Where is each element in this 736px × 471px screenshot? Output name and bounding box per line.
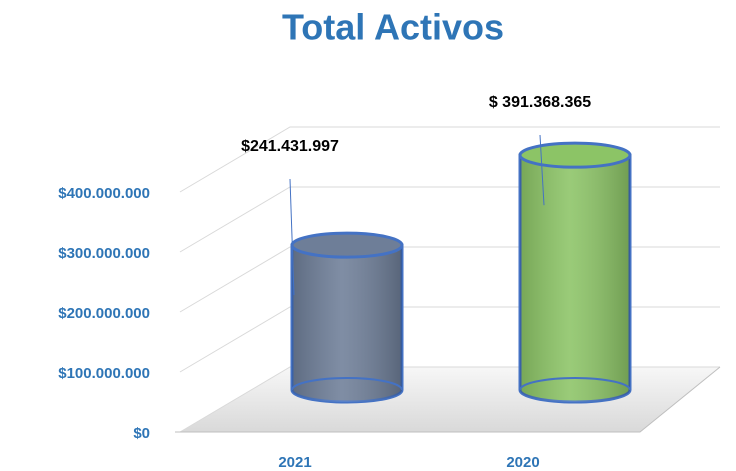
grid-line xyxy=(179,126,720,193)
x-tick-label: 2020 xyxy=(506,454,539,471)
bar-shade xyxy=(520,155,630,402)
grid-line xyxy=(179,186,720,253)
bar xyxy=(518,141,632,404)
bar-base-back xyxy=(291,377,403,391)
y-tick-label: $0 xyxy=(133,425,150,442)
bar-top xyxy=(518,141,632,169)
y-tick-label: $400.000.000 xyxy=(58,185,150,202)
y-tick-label: $300.000.000 xyxy=(58,245,150,262)
leader-line xyxy=(289,178,295,296)
y-tick-label: $200.000.000 xyxy=(58,305,150,322)
floor xyxy=(180,367,720,432)
leader-line xyxy=(539,134,545,206)
bar-base-back xyxy=(519,377,631,391)
axis-line xyxy=(175,366,721,433)
bar-shade xyxy=(292,245,402,402)
bar xyxy=(290,231,404,404)
value-label: $241.431.997 xyxy=(241,138,339,155)
bar-top xyxy=(290,231,404,259)
grid-line xyxy=(179,246,720,313)
y-tick-label: $100.000.000 xyxy=(58,365,150,382)
grid-line xyxy=(179,306,720,373)
x-tick-label: 2021 xyxy=(278,454,311,471)
chart-title: Total Activos xyxy=(282,7,504,48)
value-label: $ 391.368.365 xyxy=(489,94,591,111)
